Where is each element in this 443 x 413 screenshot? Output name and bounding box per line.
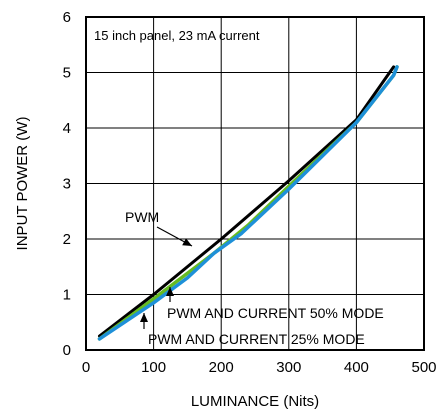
- x-tick-labels: 0 100 200 300 400 500: [82, 359, 437, 376]
- y-axis-label: INPUT POWER (W): [14, 117, 31, 251]
- annotation-pwm-current-25: PWM AND CURRENT 25% MODE: [148, 331, 365, 347]
- y-tick-label-5: 5: [63, 65, 71, 82]
- annotation-pwm-current-50-arrowhead: [166, 287, 174, 296]
- panel-note: 15 inch panel, 23 mA current: [94, 28, 260, 43]
- grid-lines: [86, 17, 424, 350]
- y-tick-label-6: 6: [63, 9, 71, 26]
- x-tick-label-0: 0: [82, 359, 90, 376]
- y-tick-label-0: 0: [63, 342, 71, 359]
- series-line-pwm-and-current-25-mode: [97, 65, 399, 341]
- annotation-pwm-current-50: PWM AND CURRENT 50% MODE: [167, 305, 384, 321]
- y-tick-labels: 0 1 2 3 4 5 6: [63, 9, 71, 359]
- x-tick-label-200: 200: [209, 359, 234, 376]
- annotation-pwm-arrowhead: [182, 238, 192, 246]
- y-tick-label-1: 1: [63, 287, 71, 304]
- series-annotations: PWM PWM AND CURRENT 50% MODE PWM AND CURRE…: [125, 209, 384, 347]
- y-tick-label-2: 2: [63, 231, 71, 248]
- plot-frame: [85, 16, 425, 351]
- series-line-pwm: [98, 65, 396, 338]
- series-line-pwm-and-current-50-mode: [97, 65, 399, 341]
- x-axis-label: LUMINANCE (Nits): [191, 393, 319, 410]
- x-tick-label-100: 100: [141, 359, 166, 376]
- series-lines: [97, 65, 399, 341]
- x-tick-label-400: 400: [344, 359, 369, 376]
- y-tick-label-4: 4: [63, 120, 71, 137]
- annotation-pwm-current-25-arrowhead: [140, 313, 148, 322]
- x-tick-label-500: 500: [411, 359, 436, 376]
- annotation-pwm: PWM: [125, 209, 159, 225]
- y-tick-label-3: 3: [63, 176, 71, 193]
- x-tick-label-300: 300: [276, 359, 301, 376]
